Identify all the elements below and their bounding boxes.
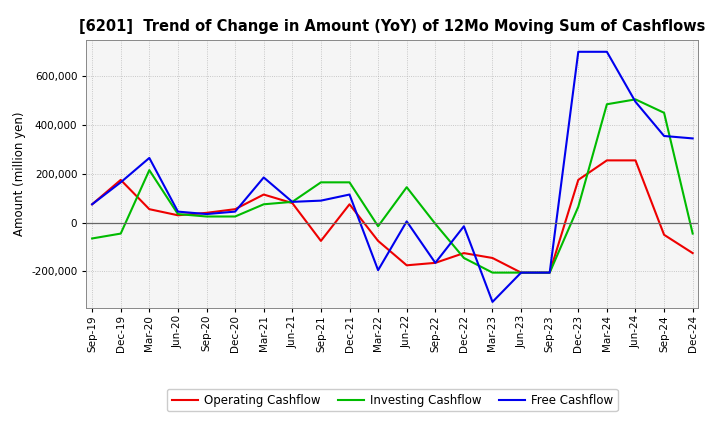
- Investing Cashflow: [402, 185, 411, 190]
- Free Cashflow: [402, 219, 411, 224]
- Investing Cashflow: [603, 102, 611, 107]
- Investing Cashflow: [631, 97, 640, 102]
- Free Cashflow: [631, 99, 640, 104]
- Investing Cashflow: [345, 180, 354, 185]
- Investing Cashflow: [545, 270, 554, 275]
- Operating Cashflow: [459, 250, 468, 256]
- Investing Cashflow: [431, 221, 440, 227]
- Operating Cashflow: [688, 250, 697, 256]
- Free Cashflow: [374, 268, 382, 273]
- Free Cashflow: [488, 299, 497, 304]
- Operating Cashflow: [174, 213, 182, 218]
- Operating Cashflow: [88, 202, 96, 207]
- Free Cashflow: [174, 209, 182, 214]
- Free Cashflow: [517, 270, 526, 275]
- Investing Cashflow: [174, 211, 182, 216]
- Free Cashflow: [145, 155, 153, 161]
- Line: Free Cashflow: Free Cashflow: [92, 52, 693, 302]
- Operating Cashflow: [231, 206, 240, 212]
- Free Cashflow: [202, 211, 211, 216]
- Free Cashflow: [117, 180, 125, 185]
- Operating Cashflow: [660, 232, 668, 238]
- Free Cashflow: [431, 260, 440, 265]
- Title: [6201]  Trend of Change in Amount (YoY) of 12Mo Moving Sum of Cashflows: [6201] Trend of Change in Amount (YoY) o…: [79, 19, 706, 34]
- Investing Cashflow: [202, 214, 211, 219]
- Operating Cashflow: [317, 238, 325, 244]
- Operating Cashflow: [117, 177, 125, 183]
- Operating Cashflow: [631, 158, 640, 163]
- Operating Cashflow: [574, 177, 582, 183]
- Investing Cashflow: [574, 204, 582, 209]
- Investing Cashflow: [488, 270, 497, 275]
- Operating Cashflow: [202, 210, 211, 216]
- Investing Cashflow: [231, 214, 240, 219]
- Operating Cashflow: [345, 202, 354, 207]
- Operating Cashflow: [488, 255, 497, 260]
- Free Cashflow: [288, 199, 297, 205]
- Investing Cashflow: [317, 180, 325, 185]
- Investing Cashflow: [660, 110, 668, 115]
- Investing Cashflow: [259, 202, 268, 207]
- Investing Cashflow: [374, 224, 382, 229]
- Operating Cashflow: [603, 158, 611, 163]
- Operating Cashflow: [402, 263, 411, 268]
- Free Cashflow: [231, 209, 240, 214]
- Investing Cashflow: [117, 231, 125, 236]
- Investing Cashflow: [288, 199, 297, 205]
- Investing Cashflow: [517, 270, 526, 275]
- Operating Cashflow: [145, 206, 153, 212]
- Free Cashflow: [259, 175, 268, 180]
- Investing Cashflow: [688, 231, 697, 236]
- Operating Cashflow: [374, 238, 382, 244]
- Free Cashflow: [317, 198, 325, 203]
- Operating Cashflow: [431, 260, 440, 265]
- Free Cashflow: [345, 192, 354, 197]
- Investing Cashflow: [145, 168, 153, 173]
- Free Cashflow: [660, 133, 668, 139]
- Operating Cashflow: [517, 270, 526, 275]
- Y-axis label: Amount (million yen): Amount (million yen): [12, 112, 26, 236]
- Investing Cashflow: [88, 236, 96, 241]
- Free Cashflow: [459, 224, 468, 229]
- Line: Operating Cashflow: Operating Cashflow: [92, 160, 693, 273]
- Free Cashflow: [574, 49, 582, 55]
- Line: Investing Cashflow: Investing Cashflow: [92, 99, 693, 273]
- Operating Cashflow: [259, 192, 268, 197]
- Free Cashflow: [88, 202, 96, 207]
- Investing Cashflow: [459, 255, 468, 260]
- Free Cashflow: [688, 136, 697, 141]
- Free Cashflow: [545, 270, 554, 275]
- Operating Cashflow: [545, 270, 554, 275]
- Legend: Operating Cashflow, Investing Cashflow, Free Cashflow: Operating Cashflow, Investing Cashflow, …: [167, 389, 618, 411]
- Free Cashflow: [603, 49, 611, 55]
- Operating Cashflow: [288, 201, 297, 206]
